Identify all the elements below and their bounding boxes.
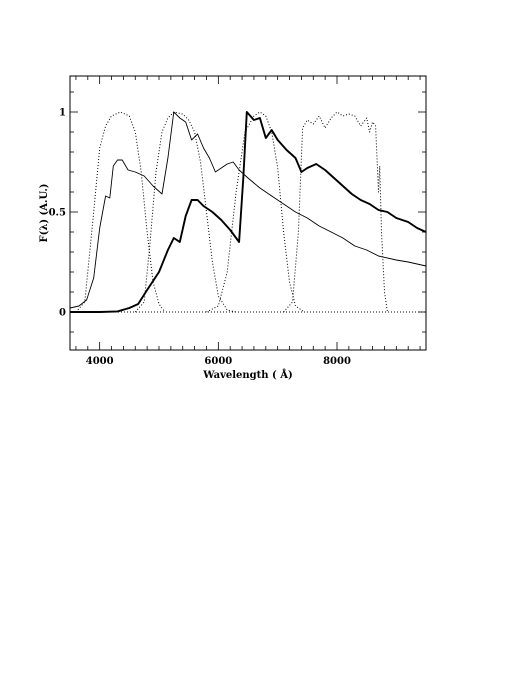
y-tick-label: 1 xyxy=(59,108,66,119)
y-tick-label: 0.5 xyxy=(49,208,66,219)
series-line-1 xyxy=(69,111,427,309)
series-line-4 xyxy=(134,111,237,313)
x-tick-label: 4000 xyxy=(86,356,114,367)
x-axis-title: Wavelength ( Å) xyxy=(202,369,293,381)
series-line-6 xyxy=(283,111,388,313)
series-line-2 xyxy=(70,111,427,313)
x-tick-label: 8000 xyxy=(323,356,351,367)
tick-layer: 4000 6000 8000 0 0.5 1 xyxy=(49,76,426,367)
series-layer xyxy=(69,111,427,313)
plot-frame xyxy=(69,75,427,351)
y-axis-title: F(λ) (A.U.) xyxy=(39,183,50,242)
series-line-3 xyxy=(75,111,166,313)
x-tick-label: 6000 xyxy=(204,356,232,367)
series-line-5 xyxy=(206,111,305,313)
y-tick-label: 0 xyxy=(59,308,66,319)
